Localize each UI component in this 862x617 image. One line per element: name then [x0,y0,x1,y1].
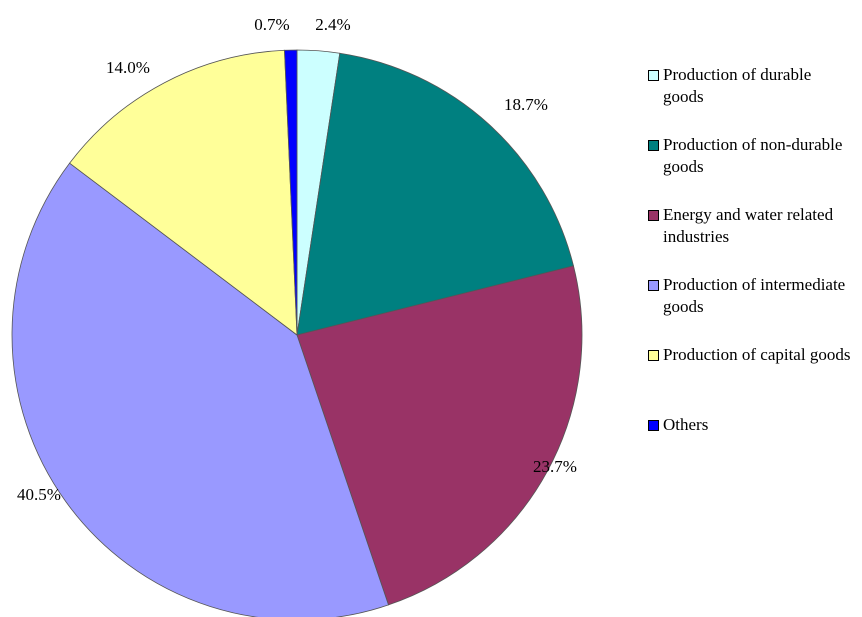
slice-value-label: 23.7% [533,457,577,476]
slice-value-label: 40.5% [17,485,61,504]
legend-item-energy-water: Energy and water related industries [648,204,862,274]
legend-swatch [648,280,659,291]
pie-slice [296,265,583,606]
legend-label: Production of non-durable goods [663,135,843,176]
slice-value-label: 14.0% [106,58,150,77]
legend-swatch [648,140,659,151]
legend-swatch [648,210,659,221]
slice-value-label: 0.7% [254,15,289,34]
legend-label: Energy and water related industries [663,205,834,246]
legend-swatch [648,350,659,361]
legend-swatch [648,70,659,81]
legend-item-non-durable-goods: Production of non-durable goods [648,134,862,204]
pie-slice [11,162,389,617]
pie-slice [284,49,298,336]
legend: Production of durable goods Production o… [648,64,862,484]
legend-item-others: Others [648,414,862,484]
legend-swatch [648,420,659,431]
legend-label: Production of intermediate goods [663,275,846,316]
slice-value-label: 18.7% [504,95,548,114]
legend-label: Others [663,415,709,434]
pie-slice [69,49,298,336]
legend-item-durable-goods: Production of durable goods [648,64,862,134]
legend-item-intermediate-goods: Production of intermediate goods [648,274,862,344]
legend-item-capital-goods: Production of capital goods [648,344,862,414]
pie-slice [296,52,574,336]
slice-value-label: 2.4% [315,15,350,34]
legend-label: Production of durable goods [663,65,812,106]
legend-label: Production of capital goods [663,345,851,364]
